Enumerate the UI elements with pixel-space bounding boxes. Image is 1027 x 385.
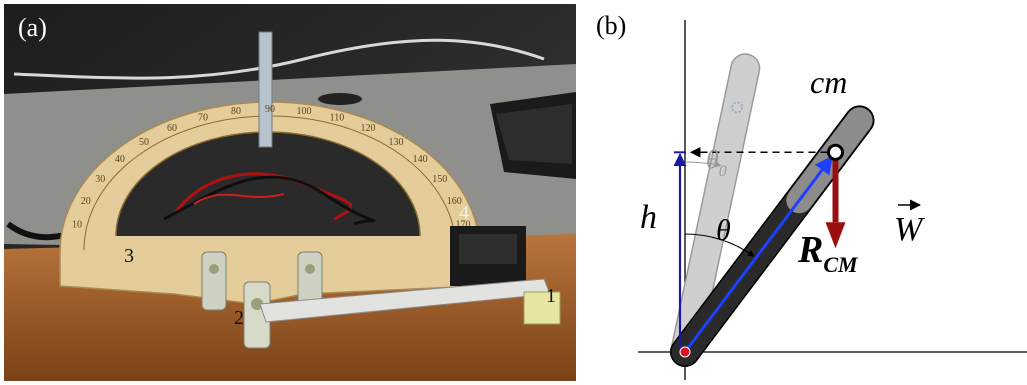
rcm-label: RCM	[797, 229, 859, 277]
scale-number: 120	[361, 123, 376, 134]
theta0-symbol: θ	[706, 145, 719, 174]
sensor-box	[450, 226, 526, 286]
panel-a-label: (a)	[18, 13, 47, 42]
scale-number: 70	[198, 112, 208, 123]
scale-number: 60	[167, 123, 177, 134]
scale-number: 50	[139, 137, 149, 148]
weight-vector	[825, 158, 846, 249]
scale-number: 100	[297, 106, 312, 117]
panel-b-label: (b)	[596, 11, 626, 40]
scale-number: 170	[456, 220, 471, 231]
scale-number: 20	[81, 196, 91, 207]
theta-label: θ	[716, 214, 731, 247]
scale-number: 90	[265, 104, 275, 115]
theta0-arc	[684, 161, 722, 168]
scale-number: 10	[72, 220, 82, 231]
theta0-subscript: 0	[719, 163, 727, 180]
cm-label: cm	[810, 64, 847, 100]
pendulum-diagram: (b) cm h θ θ0 RCM W	[596, 11, 1027, 380]
rcm-vector	[683, 155, 833, 353]
center-of-mass-marker	[827, 143, 844, 161]
bar-fill	[671, 54, 759, 366]
rod-end-block	[523, 291, 561, 325]
rcm-subscript: CM	[823, 252, 859, 277]
scale-number: 110	[330, 112, 345, 123]
ghost-cm-marker	[731, 101, 743, 114]
part-label-3: 3	[124, 245, 134, 267]
weight-head	[825, 222, 846, 249]
keyboard	[490, 92, 576, 179]
part-label-2: 2	[234, 307, 244, 329]
h-label: h	[640, 199, 657, 236]
protractor	[59, 101, 481, 305]
scale-number: 140	[413, 154, 428, 165]
scale-number: 130	[389, 137, 404, 148]
theta0-label: θ0	[706, 145, 727, 180]
scale-number: 80	[231, 106, 241, 117]
scale-number: 160	[447, 196, 462, 207]
rcm-symbol: R	[797, 229, 823, 271]
scale-number: 40	[115, 154, 125, 165]
part-label-4: 4	[459, 202, 469, 224]
vertical-pointer	[258, 31, 273, 148]
bracket-left	[201, 251, 227, 311]
ghost-bar-initial	[670, 53, 761, 367]
scale-number: 150	[432, 174, 447, 185]
part-label-1: 1	[546, 285, 556, 307]
w-label: W	[894, 211, 925, 248]
desk-cable	[13, 38, 545, 80]
weight-shaft	[832, 158, 839, 223]
scale-number: 30	[95, 174, 105, 185]
desk-hole	[318, 93, 362, 105]
theta-arc	[684, 233, 755, 257]
pivot-point	[679, 346, 691, 358]
